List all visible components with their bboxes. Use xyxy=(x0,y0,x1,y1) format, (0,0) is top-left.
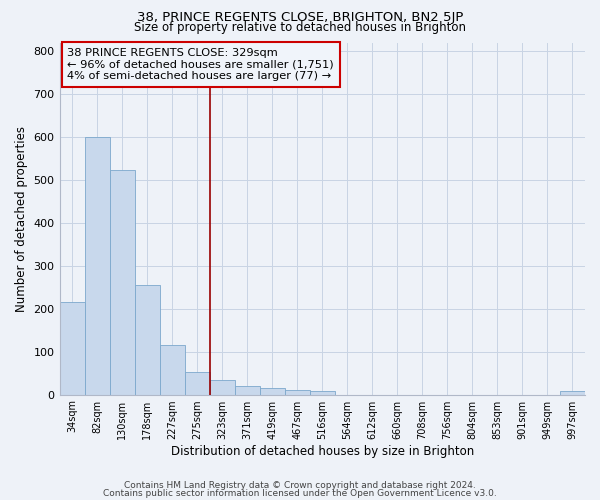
Bar xyxy=(260,388,285,394)
Bar xyxy=(85,137,110,394)
Bar xyxy=(160,345,185,395)
Text: Contains HM Land Registry data © Crown copyright and database right 2024.: Contains HM Land Registry data © Crown c… xyxy=(124,481,476,490)
Bar xyxy=(560,391,585,394)
Text: 38, PRINCE REGENTS CLOSE, BRIGHTON, BN2 5JP: 38, PRINCE REGENTS CLOSE, BRIGHTON, BN2 … xyxy=(137,12,463,24)
Bar xyxy=(110,170,134,394)
Text: 38 PRINCE REGENTS CLOSE: 329sqm
← 96% of detached houses are smaller (1,751)
4% : 38 PRINCE REGENTS CLOSE: 329sqm ← 96% of… xyxy=(67,48,334,81)
Bar xyxy=(134,285,160,395)
Bar xyxy=(285,390,310,394)
X-axis label: Distribution of detached houses by size in Brighton: Distribution of detached houses by size … xyxy=(170,444,474,458)
Text: Size of property relative to detached houses in Brighton: Size of property relative to detached ho… xyxy=(134,21,466,34)
Bar xyxy=(310,391,335,394)
Bar xyxy=(209,380,235,394)
Bar xyxy=(185,372,209,394)
Text: Contains public sector information licensed under the Open Government Licence v3: Contains public sector information licen… xyxy=(103,489,497,498)
Bar xyxy=(235,386,260,394)
Y-axis label: Number of detached properties: Number of detached properties xyxy=(15,126,28,312)
Bar xyxy=(59,302,85,394)
